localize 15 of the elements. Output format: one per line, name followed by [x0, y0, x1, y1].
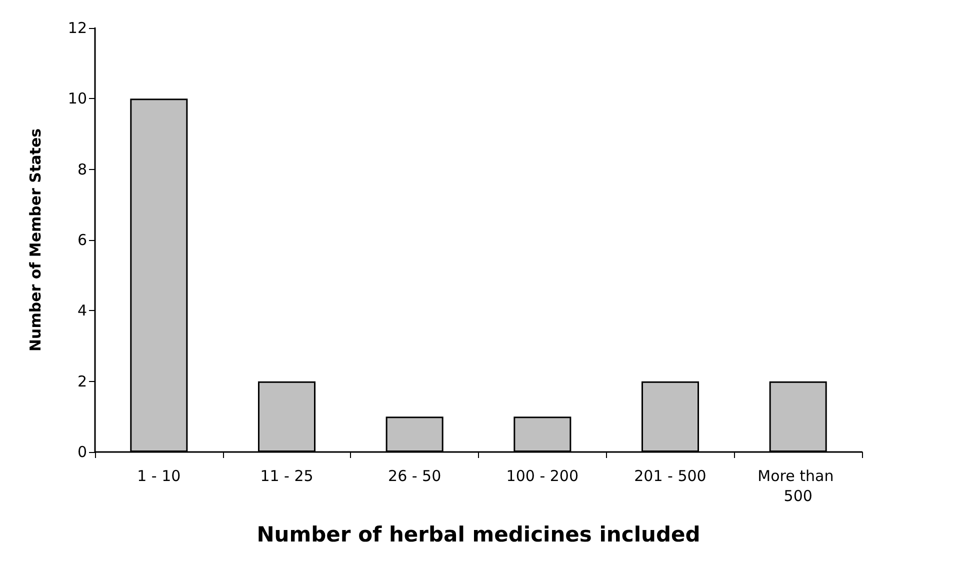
- y-tick-label: 8: [77, 160, 87, 178]
- x-tick-label: 26 - 50: [388, 467, 442, 485]
- y-axis-title: Number of Member States: [26, 128, 44, 352]
- x-tick-label: 100 - 200: [506, 467, 579, 485]
- y-tick-label: 12: [68, 19, 87, 37]
- y-tick-label: 6: [77, 231, 87, 249]
- x-tick-label: 11 - 25: [260, 467, 314, 485]
- x-tick-label: 201 - 500: [634, 467, 706, 485]
- y-tick-label: 2: [77, 372, 87, 390]
- x-tick-label: 1 - 10: [137, 467, 181, 485]
- x-axis-title: Number of herbal medicines included: [256, 522, 700, 546]
- y-tick-label: 10: [68, 90, 87, 108]
- x-tick-label: More than 500: [758, 467, 838, 505]
- y-tick-label: 4: [77, 302, 87, 320]
- y-tick-label: 0: [77, 443, 87, 461]
